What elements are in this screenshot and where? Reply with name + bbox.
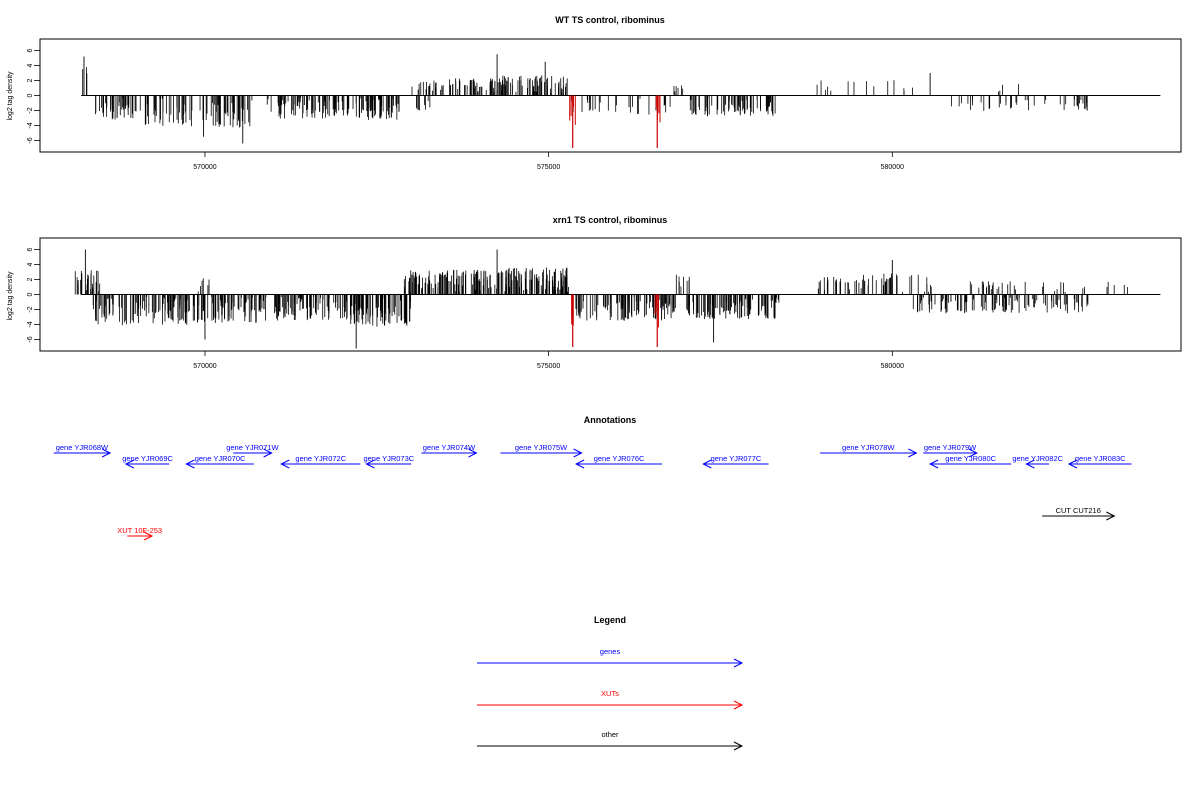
arrow-head xyxy=(124,459,135,469)
y-tick-label: 2 xyxy=(27,277,34,281)
x-tick-label: 575000 xyxy=(537,164,560,171)
feature-label: gene YJR080C xyxy=(945,454,996,463)
x-tick-label: 570000 xyxy=(193,164,216,171)
feature-xut-10f-253: XUT 10F-253 xyxy=(117,526,162,541)
feature-label: gene YJR077C xyxy=(711,454,762,463)
y-tick-label: -4 xyxy=(27,321,34,327)
x-tick-label: 580000 xyxy=(881,363,904,370)
arrow-head xyxy=(365,459,375,469)
y-tick-label: 6 xyxy=(27,247,34,251)
arrow-head xyxy=(468,448,478,458)
y-tick-label: -6 xyxy=(27,137,34,143)
legend-label: XUTs xyxy=(601,689,619,698)
arrow-head xyxy=(263,448,273,458)
legend-label: other xyxy=(601,730,619,739)
feature-label: gene YJR069C xyxy=(122,454,173,463)
y-tick-label: 4 xyxy=(27,262,34,266)
arrow-head xyxy=(101,448,112,458)
feature-gene-yjr073c: gene YJR073C xyxy=(363,454,415,469)
arrow-head xyxy=(280,459,290,469)
arrow-head xyxy=(733,741,744,751)
wt-track-panel: WT TS control, ribominus log2 tag densit… xyxy=(7,15,1182,171)
feature-gene-yjr082c: gene YJR082C xyxy=(1012,454,1064,469)
feature-gene-yjr078w: gene YJR078W xyxy=(820,443,918,458)
feature-cut-cut216: CUT CUT216 xyxy=(1042,506,1116,521)
feature-label: gene YJR075W xyxy=(515,443,568,452)
feature-gene-yjr079w: gene YJR079W xyxy=(923,443,978,458)
y-tick-label: 2 xyxy=(27,78,34,82)
legend-item-gene: genes xyxy=(477,647,744,668)
legend-items: genes XUTs other xyxy=(477,647,744,751)
x-axis: 570000 575000 580000 xyxy=(193,351,904,370)
feature-label: gene YJR068W xyxy=(56,443,109,452)
arrow-head xyxy=(575,459,585,469)
arrow-head xyxy=(702,459,712,469)
track-title: WT TS control, ribominus xyxy=(555,15,665,25)
arrow-head xyxy=(1106,511,1116,521)
feature-gene-yjr077c: gene YJR077C xyxy=(702,454,769,469)
x-axis: 570000 575000 580000 xyxy=(193,152,904,171)
legend-panel: Legend genes XUTs other xyxy=(477,615,744,751)
y-tick-label: 6 xyxy=(27,48,34,52)
y-tick-label: -2 xyxy=(27,107,34,113)
feature-gene-yjr068w: gene YJR068W xyxy=(53,443,112,458)
x-tick-label: 570000 xyxy=(193,363,216,370)
legend-item-other: other xyxy=(477,730,744,751)
arrow-head xyxy=(185,459,195,469)
legend-item-xut: XUTs xyxy=(477,689,744,710)
y-tick-label: 0 xyxy=(27,292,34,296)
feature-gene-yjr072c: gene YJR072C xyxy=(280,454,361,469)
arrow-head xyxy=(908,448,918,458)
legend-label: genes xyxy=(600,647,621,656)
feature-label: gene YJR070C xyxy=(195,454,246,463)
feature-label: gene YJR071W xyxy=(226,443,279,452)
y-tick-label: -4 xyxy=(27,122,34,128)
feature-gene-yjr069c: gene YJR069C xyxy=(122,454,174,469)
feature-gene-yjr076c: gene YJR076C xyxy=(575,454,663,469)
annotation-features: gene YJR068W gene YJR069C gene YJR070C gene… xyxy=(53,443,1132,541)
annotations-title: Annotations xyxy=(584,415,637,425)
y-axis-label: log2 tag density xyxy=(7,271,14,321)
y-axis: 6 4 2 0 -2 -4 -6 xyxy=(27,247,40,343)
feature-label: gene YJR074W xyxy=(423,443,476,452)
y-tick-label: 4 xyxy=(27,63,34,67)
feature-label: CUT CUT216 xyxy=(1056,506,1101,515)
feature-label: gene YJR083C xyxy=(1075,454,1126,463)
feature-gene-yjr074w: gene YJR074W xyxy=(421,443,478,458)
legend-title: Legend xyxy=(594,615,626,625)
x-tick-label: 580000 xyxy=(881,164,904,171)
feature-gene-yjr070c: gene YJR070C xyxy=(185,454,254,469)
arrow-head xyxy=(143,531,154,541)
arrow-head xyxy=(1067,459,1078,469)
y-tick-label: -6 xyxy=(27,336,34,342)
y-tick-label: 0 xyxy=(27,93,34,97)
feature-label: gene YJR079W xyxy=(924,443,977,452)
feature-label: gene YJR078W xyxy=(842,443,895,452)
x-tick-label: 575000 xyxy=(537,363,560,370)
feature-gene-yjr075w: gene YJR075W xyxy=(500,443,583,458)
feature-label: gene YJR082C xyxy=(1012,454,1063,463)
track-title: xrn1 TS control, ribominus xyxy=(553,215,668,225)
density-bars xyxy=(74,249,1161,349)
feature-label: XUT 10F-253 xyxy=(117,526,162,535)
feature-gene-yjr083c: gene YJR083C xyxy=(1067,454,1132,469)
feature-label: gene YJR076C xyxy=(594,454,645,463)
y-axis: 6 4 2 0 -2 -4 -6 xyxy=(27,48,40,144)
xrn1-track-panel: xrn1 TS control, ribominus log2 tag dens… xyxy=(7,215,1182,370)
y-tick-label: -2 xyxy=(27,306,34,312)
arrow-head xyxy=(733,700,744,710)
density-bars xyxy=(81,54,1161,148)
arrow-head xyxy=(1025,459,1035,469)
arrow-head xyxy=(733,658,744,668)
feature-label: gene YJR073C xyxy=(363,454,414,463)
arrow-head xyxy=(928,459,939,469)
feature-gene-yjr080c: gene YJR080C xyxy=(928,454,1012,469)
y-axis-label: log2 tag density xyxy=(7,71,14,121)
arrow-head xyxy=(968,448,978,458)
arrow-head xyxy=(573,448,583,458)
feature-label: gene YJR072C xyxy=(295,454,346,463)
feature-gene-yjr071w: gene YJR071W xyxy=(226,443,280,458)
